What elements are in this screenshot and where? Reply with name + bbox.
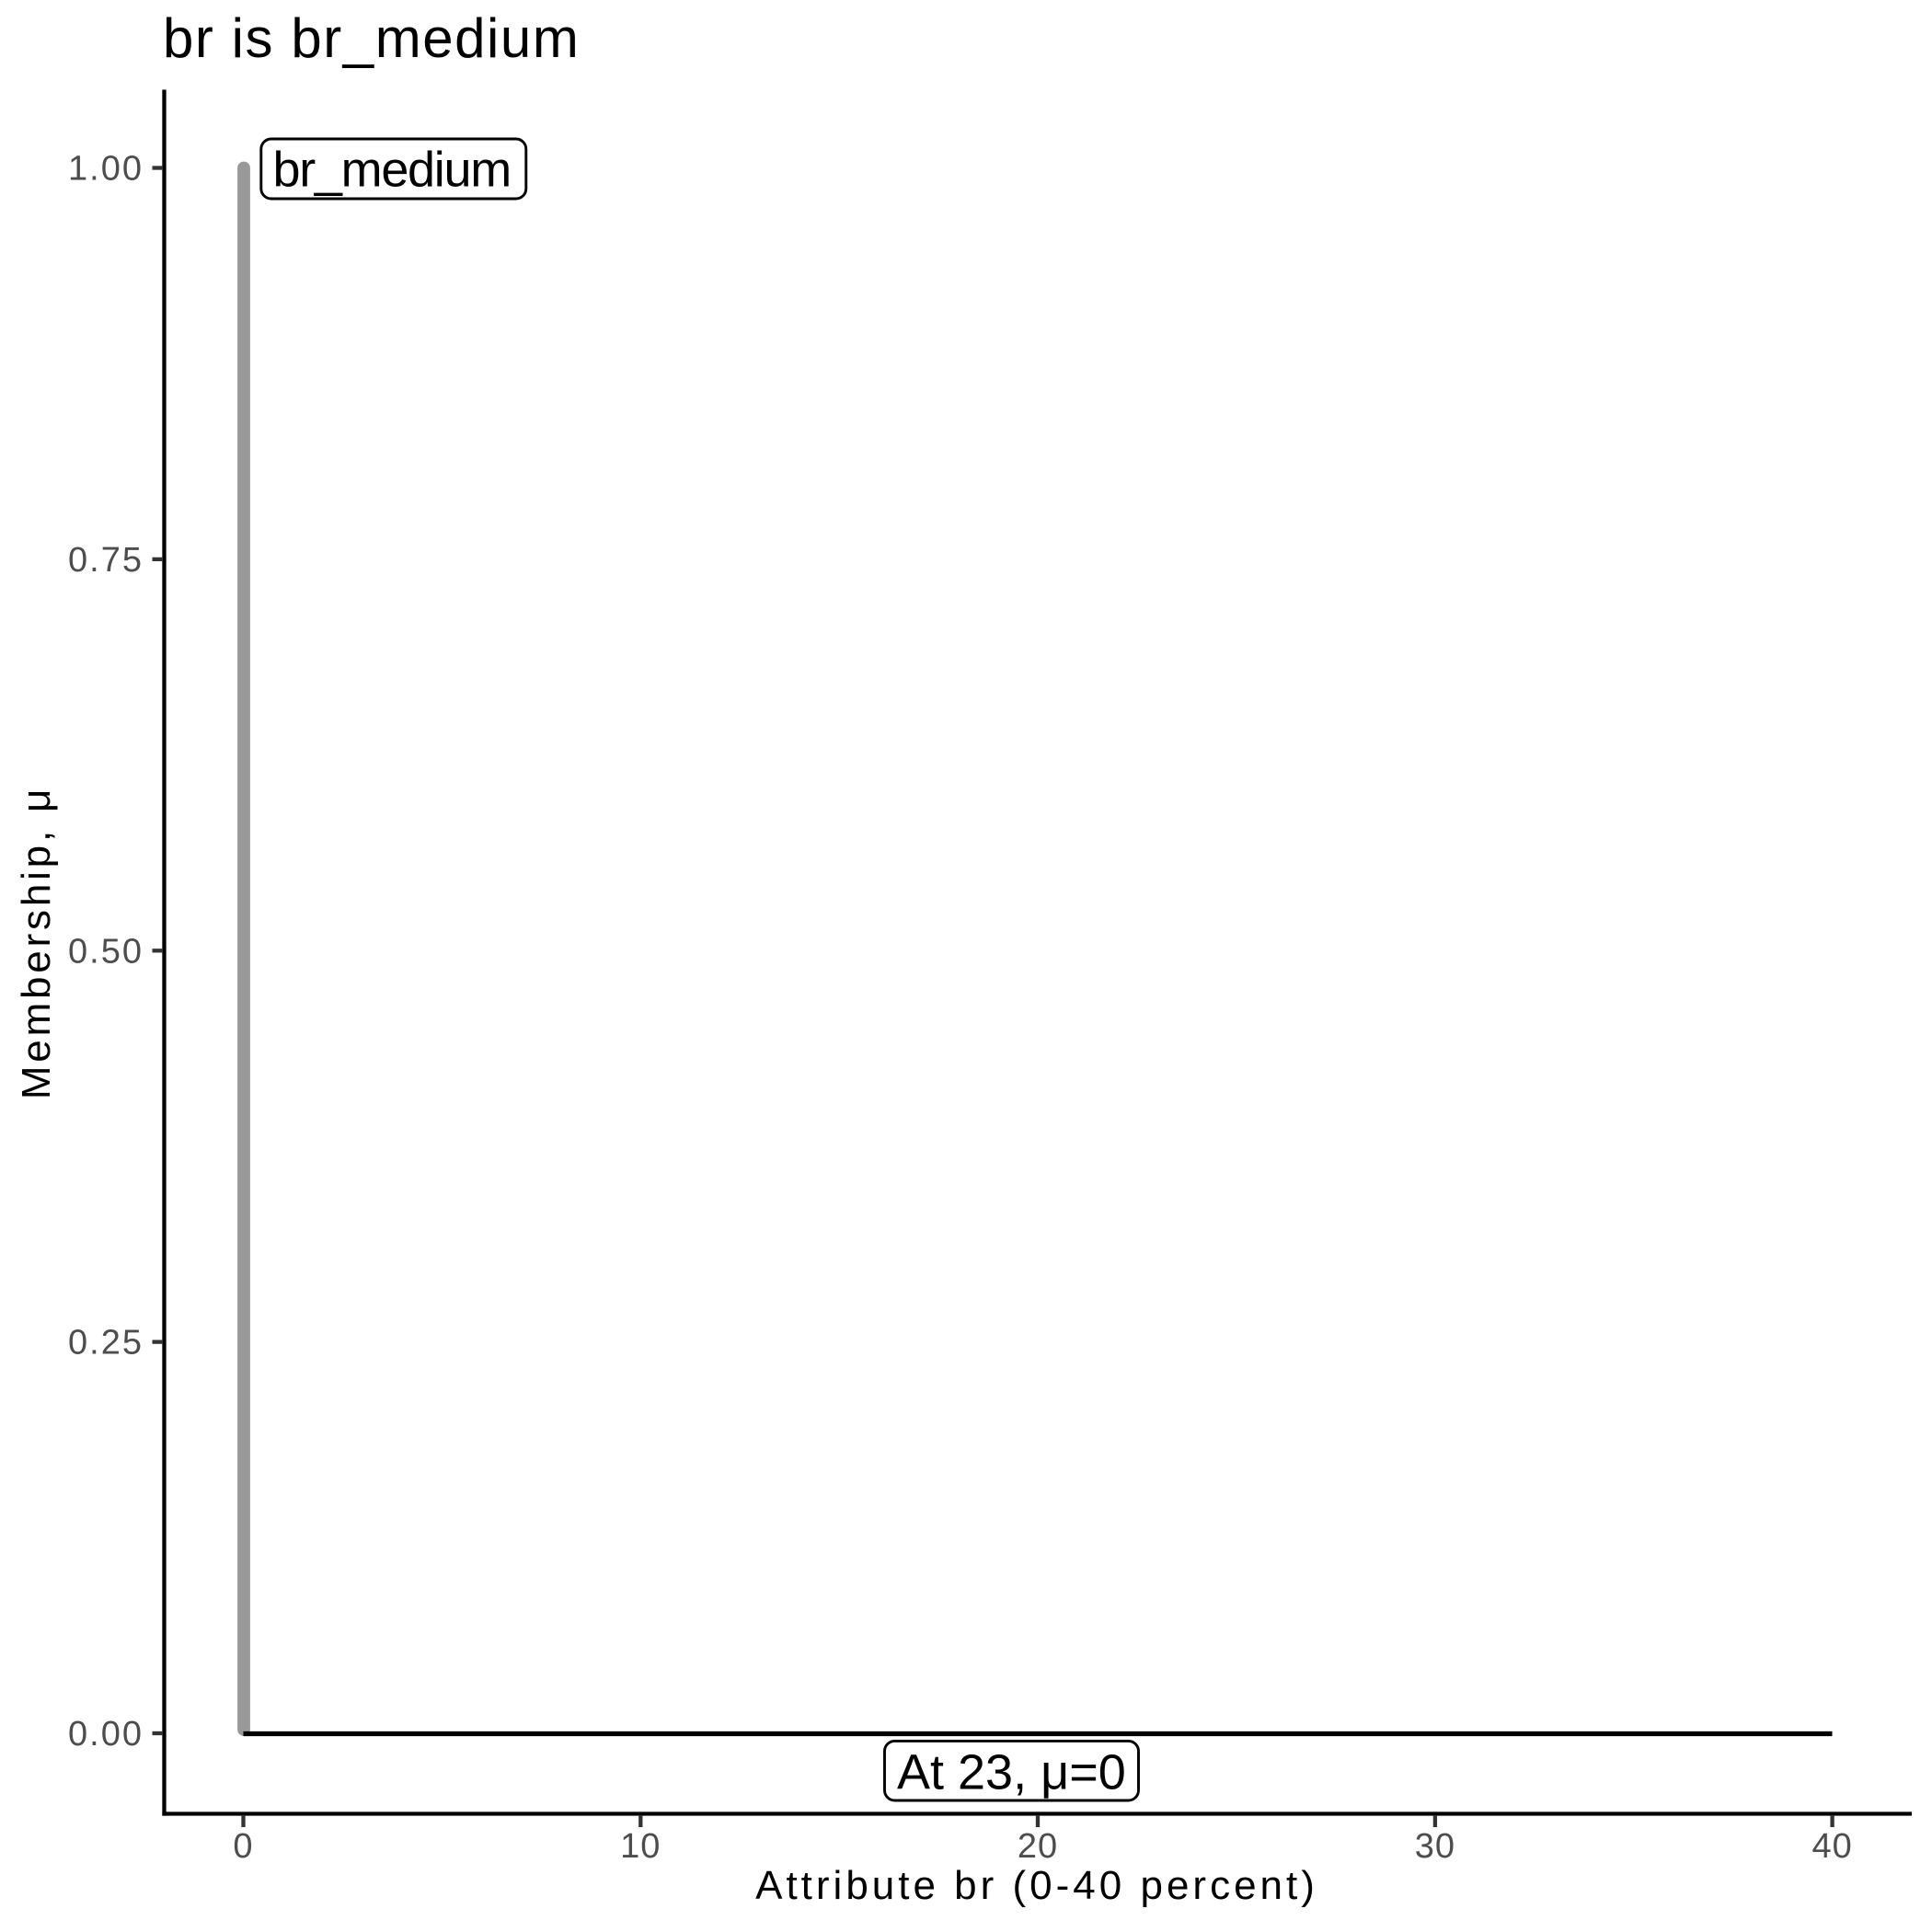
svg-text:br_medium: br_medium [272, 143, 510, 198]
svg-text:10: 10 [620, 1827, 661, 1866]
svg-text:0.25: 0.25 [68, 1324, 144, 1363]
svg-text:At 23, μ=0: At 23, μ=0 [897, 1744, 1126, 1800]
svg-text:Membership, μ: Membership, μ [14, 786, 59, 1099]
svg-text:Attribute br (0-40 percent): Attribute br (0-40 percent) [755, 1863, 1318, 1908]
svg-text:0.75: 0.75 [68, 541, 144, 580]
svg-text:0.50: 0.50 [68, 932, 144, 971]
svg-text:0.00: 0.00 [68, 1715, 144, 1754]
svg-text:30: 30 [1415, 1827, 1455, 1866]
svg-text:20: 20 [1018, 1827, 1058, 1866]
svg-text:40: 40 [1811, 1827, 1852, 1866]
svg-text:1.00: 1.00 [68, 150, 144, 189]
svg-text:0: 0 [233, 1827, 253, 1866]
svg-text:br is br_medium: br is br_medium [163, 7, 580, 69]
